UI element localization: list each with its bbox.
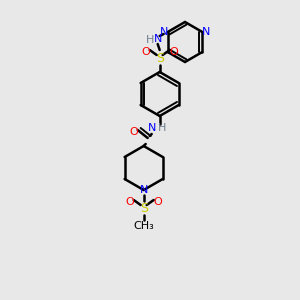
Text: H: H	[158, 123, 166, 133]
Text: N: N	[154, 34, 162, 44]
Text: N: N	[140, 185, 148, 195]
Text: O: O	[129, 127, 138, 137]
Text: S: S	[156, 52, 164, 64]
Text: O: O	[153, 197, 162, 207]
Text: O: O	[125, 197, 134, 207]
Text: O: O	[141, 47, 150, 57]
Text: S: S	[140, 202, 148, 214]
Text: O: O	[169, 47, 178, 57]
Text: N: N	[160, 27, 168, 37]
Text: N: N	[202, 27, 211, 37]
Text: N: N	[148, 123, 156, 133]
Text: H: H	[146, 35, 154, 45]
Text: CH₃: CH₃	[133, 221, 154, 231]
